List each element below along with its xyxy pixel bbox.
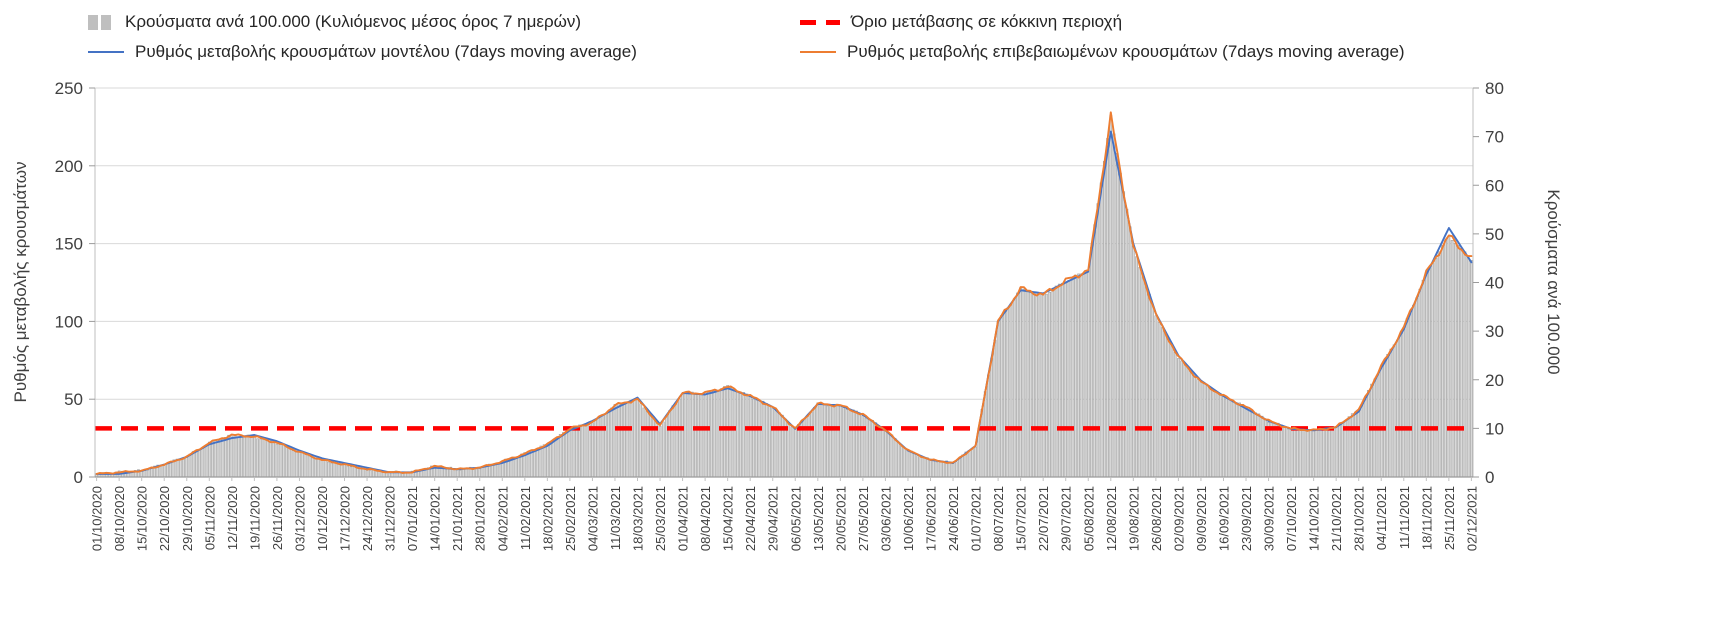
- svg-text:0: 0: [1485, 468, 1494, 487]
- svg-text:31/12/2020: 31/12/2020: [383, 486, 398, 551]
- svg-text:0: 0: [74, 468, 83, 487]
- svg-text:17/12/2020: 17/12/2020: [338, 486, 353, 551]
- svg-text:200: 200: [55, 157, 83, 176]
- legend-label-confirmed-line: Ρυθμός μεταβολής επιβεβαιωμένων κρουσμάτ…: [847, 42, 1405, 61]
- svg-text:17/06/2021: 17/06/2021: [924, 486, 939, 551]
- svg-text:03/06/2021: 03/06/2021: [878, 486, 893, 551]
- svg-text:250: 250: [55, 79, 83, 98]
- svg-text:07/01/2021: 07/01/2021: [405, 486, 420, 551]
- svg-text:21/10/2021: 21/10/2021: [1329, 486, 1344, 551]
- svg-text:22/10/2020: 22/10/2020: [157, 486, 172, 551]
- svg-text:15/04/2021: 15/04/2021: [721, 486, 736, 551]
- svg-text:13/05/2021: 13/05/2021: [811, 486, 826, 551]
- svg-text:05/11/2020: 05/11/2020: [202, 486, 217, 550]
- svg-text:50: 50: [1485, 225, 1504, 244]
- svg-text:80: 80: [1485, 79, 1504, 98]
- svg-text:07/10/2021: 07/10/2021: [1284, 486, 1299, 551]
- svg-text:150: 150: [55, 235, 83, 254]
- svg-text:29/07/2021: 29/07/2021: [1059, 486, 1074, 551]
- svg-text:24/12/2020: 24/12/2020: [360, 486, 375, 551]
- legend: Κρούσματα ανά 100.000 (Κυλιόμενος μέσος …: [0, 8, 1712, 66]
- svg-text:14/01/2021: 14/01/2021: [428, 486, 443, 551]
- svg-text:15/10/2020: 15/10/2020: [135, 486, 150, 551]
- svg-text:60: 60: [1485, 176, 1504, 195]
- svg-text:20/05/2021: 20/05/2021: [833, 486, 848, 551]
- svg-text:50: 50: [64, 390, 83, 409]
- svg-text:12/08/2021: 12/08/2021: [1104, 486, 1119, 551]
- legend-item-confirmed-line: Ρυθμός μεταβολής επιβεβαιωμένων κρουσμάτ…: [800, 38, 1712, 66]
- svg-text:04/03/2021: 04/03/2021: [585, 486, 600, 551]
- svg-text:19/11/2020: 19/11/2020: [247, 486, 262, 550]
- svg-text:11/02/2021: 11/02/2021: [518, 486, 533, 550]
- confirmed-line-swatch-icon: [800, 51, 836, 53]
- svg-text:25/03/2021: 25/03/2021: [653, 486, 668, 551]
- svg-text:09/09/2021: 09/09/2021: [1194, 486, 1209, 551]
- svg-text:10: 10: [1485, 419, 1504, 438]
- svg-text:08/10/2020: 08/10/2020: [112, 486, 127, 551]
- svg-text:40: 40: [1485, 274, 1504, 293]
- legend-item-red-threshold: Όριο μετάβασης σε κόκκινη περιοχή: [800, 8, 1712, 36]
- svg-text:05/08/2021: 05/08/2021: [1081, 486, 1096, 551]
- svg-text:14/10/2021: 14/10/2021: [1307, 486, 1322, 551]
- svg-text:20: 20: [1485, 371, 1504, 390]
- svg-text:02/09/2021: 02/09/2021: [1171, 486, 1186, 551]
- svg-text:30: 30: [1485, 322, 1504, 341]
- svg-text:03/12/2020: 03/12/2020: [292, 486, 307, 551]
- svg-text:23/09/2021: 23/09/2021: [1239, 486, 1254, 551]
- svg-text:29/04/2021: 29/04/2021: [766, 486, 781, 551]
- svg-text:01/04/2021: 01/04/2021: [676, 486, 691, 551]
- svg-text:18/11/2021: 18/11/2021: [1419, 486, 1434, 550]
- svg-text:30/09/2021: 30/09/2021: [1262, 486, 1277, 551]
- legend-label-cases-bars: Κρούσματα ανά 100.000 (Κυλιόμενος μέσος …: [125, 12, 582, 31]
- svg-text:01/07/2021: 01/07/2021: [969, 486, 984, 551]
- svg-text:19/08/2021: 19/08/2021: [1126, 486, 1141, 551]
- svg-text:04/02/2021: 04/02/2021: [495, 486, 510, 551]
- svg-text:11/03/2021: 11/03/2021: [608, 486, 623, 550]
- svg-text:11/11/2021: 11/11/2021: [1397, 486, 1412, 549]
- svg-text:02/12/2021: 02/12/2021: [1464, 486, 1479, 551]
- svg-text:28/10/2021: 28/10/2021: [1352, 486, 1367, 551]
- svg-text:26/08/2021: 26/08/2021: [1149, 486, 1164, 551]
- svg-text:10/12/2020: 10/12/2020: [315, 486, 330, 551]
- svg-text:22/07/2021: 22/07/2021: [1036, 486, 1051, 551]
- svg-text:29/10/2020: 29/10/2020: [180, 486, 195, 551]
- svg-text:08/07/2021: 08/07/2021: [991, 486, 1006, 551]
- svg-text:18/03/2021: 18/03/2021: [631, 486, 646, 551]
- svg-text:10/06/2021: 10/06/2021: [901, 486, 916, 551]
- svg-text:06/05/2021: 06/05/2021: [788, 486, 803, 551]
- svg-text:12/11/2020: 12/11/2020: [225, 486, 240, 550]
- legend-item-cases-bars: Κρούσματα ανά 100.000 (Κυλιόμενος μέσος …: [88, 8, 800, 36]
- legend-item-model-line: Ρυθμός μεταβολής κρουσμάτων μοντέλου (7d…: [88, 38, 800, 66]
- threshold-dash-swatch-icon: [800, 19, 840, 25]
- svg-text:27/05/2021: 27/05/2021: [856, 486, 871, 551]
- svg-text:24/06/2021: 24/06/2021: [946, 486, 961, 551]
- svg-text:08/04/2021: 08/04/2021: [698, 486, 713, 551]
- svg-text:18/02/2021: 18/02/2021: [540, 486, 555, 551]
- svg-text:15/07/2021: 15/07/2021: [1014, 486, 1029, 551]
- svg-text:70: 70: [1485, 128, 1504, 147]
- model-line-swatch-icon: [88, 51, 124, 53]
- legend-label-model-line: Ρυθμός μεταβολής κρουσμάτων μοντέλου (7d…: [135, 42, 637, 61]
- legend-label-red-threshold: Όριο μετάβασης σε κόκκινη περιοχή: [851, 12, 1123, 31]
- svg-text:25/02/2021: 25/02/2021: [563, 486, 578, 551]
- svg-text:28/01/2021: 28/01/2021: [473, 486, 488, 551]
- svg-text:01/10/2020: 01/10/2020: [90, 486, 105, 551]
- svg-text:22/04/2021: 22/04/2021: [743, 486, 758, 551]
- svg-text:100: 100: [55, 312, 83, 331]
- svg-text:04/11/2021: 04/11/2021: [1374, 486, 1389, 550]
- bar-series-swatch-icon: [88, 14, 114, 30]
- svg-text:16/09/2021: 16/09/2021: [1217, 486, 1232, 551]
- svg-text:21/01/2021: 21/01/2021: [450, 486, 465, 551]
- svg-text:26/11/2020: 26/11/2020: [270, 486, 285, 550]
- svg-text:25/11/2021: 25/11/2021: [1442, 486, 1457, 550]
